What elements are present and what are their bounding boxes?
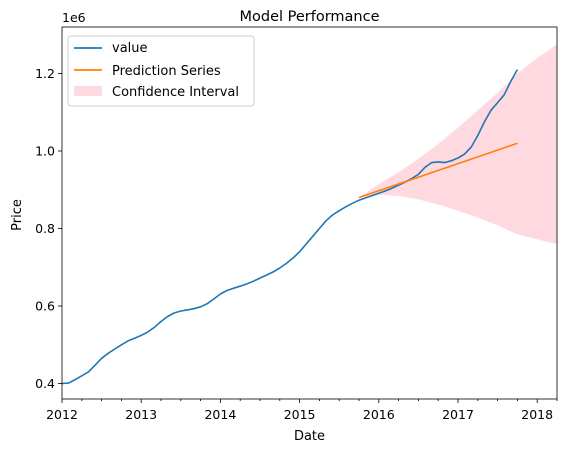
y-offset-label: 1e6 [62, 10, 86, 25]
x-tick-label: 2015 [284, 407, 316, 422]
legend-box [67, 35, 255, 107]
x-tick-label: 2013 [125, 407, 157, 422]
x-tick-label: 2012 [46, 407, 78, 422]
y-tick-label: 0.4 [35, 376, 55, 391]
legend: value Prediction Series Confidence Inter… [67, 35, 255, 107]
y-tick-label: 0.6 [35, 299, 55, 314]
legend-label-value: value [112, 41, 148, 56]
y-tick-label: 1.2 [35, 66, 55, 81]
x-tick-label: 2018 [521, 407, 553, 422]
legend-label-prediction: Prediction Series [112, 64, 221, 79]
legend-swatch-confidence [74, 86, 102, 96]
x-tick-label: 2017 [442, 407, 474, 422]
x-axis-label: Date [294, 429, 325, 444]
x-tick-label: 2014 [204, 407, 236, 422]
chart-title: Model Performance [239, 9, 379, 25]
confidence-interval-band [359, 44, 557, 245]
y-tick-label: 0.8 [35, 221, 55, 236]
y-axis-label: Price [10, 199, 25, 231]
series-line-prediction [358, 142, 518, 199]
series-line-value [61, 69, 519, 385]
legend-label-confidence: Confidence Interval [112, 85, 239, 100]
plot-area [61, 44, 557, 385]
y-tick-label: 1.0 [35, 144, 55, 159]
y-axis: 0.4 0.6 0.8 1.0 1.2 [35, 66, 62, 391]
axes-frame [61, 26, 558, 400]
x-tick-label: 2016 [363, 407, 395, 422]
x-axis: 2012 2013 2014 2015 2016 2017 2018 [46, 399, 558, 422]
